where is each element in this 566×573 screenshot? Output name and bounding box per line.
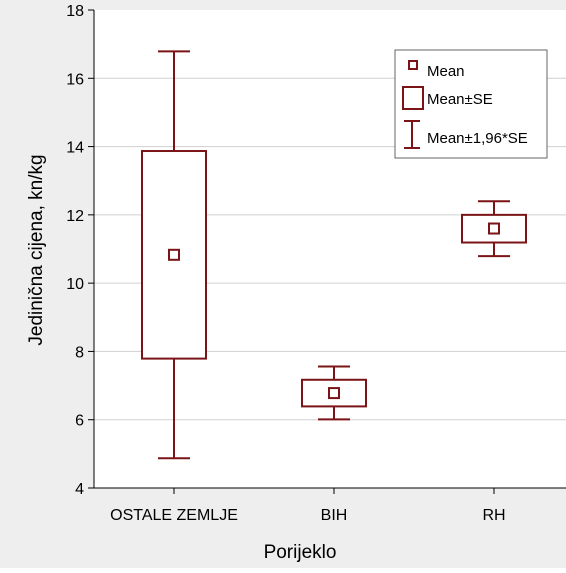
legend-box [394, 49, 548, 159]
y-axis-label: Jedinična cijena, kn/kg [26, 154, 47, 345]
legend-mean-icon [408, 60, 418, 70]
legend-se-label: Mean±SE [427, 91, 493, 108]
se-box [301, 378, 367, 408]
y-tick-label: 12 [66, 208, 84, 225]
box-group [141, 50, 207, 460]
box-group [301, 365, 367, 421]
se-box [141, 150, 207, 360]
mean-marker [168, 248, 180, 261]
y-tick-label: 4 [75, 481, 84, 498]
x-tick-label: OSTALE ZEMLJE [110, 507, 238, 524]
legend: Mean Mean±SE Mean±1,96*SE [394, 49, 548, 159]
x-tick-label: BIH [321, 507, 348, 524]
se-box [461, 213, 527, 244]
axes [93, 10, 566, 489]
x-tick-label: RH [482, 507, 505, 524]
y-tick-label: 10 [66, 276, 84, 293]
legend-mean-label: Mean [427, 63, 465, 80]
legend-se-icon [402, 86, 424, 110]
legend-ci-icon [404, 120, 420, 149]
legend-ci-label: Mean±1,96*SE [427, 130, 528, 147]
mean-marker [488, 222, 500, 235]
y-tick-label: 16 [66, 71, 84, 88]
mean-marker [328, 387, 340, 400]
y-tick-label: 14 [66, 140, 84, 157]
box-group [461, 200, 527, 258]
y-tick-label: 18 [66, 3, 84, 20]
tick-labels: 4 6 8 10 12 14 16 18 OSTALE ZEMLJE BIH RH [66, 3, 505, 524]
box-marks [141, 50, 527, 460]
y-tick-label: 8 [75, 344, 84, 361]
x-axis-label: Porijeklo [264, 542, 337, 563]
y-tick-label: 6 [75, 413, 84, 430]
